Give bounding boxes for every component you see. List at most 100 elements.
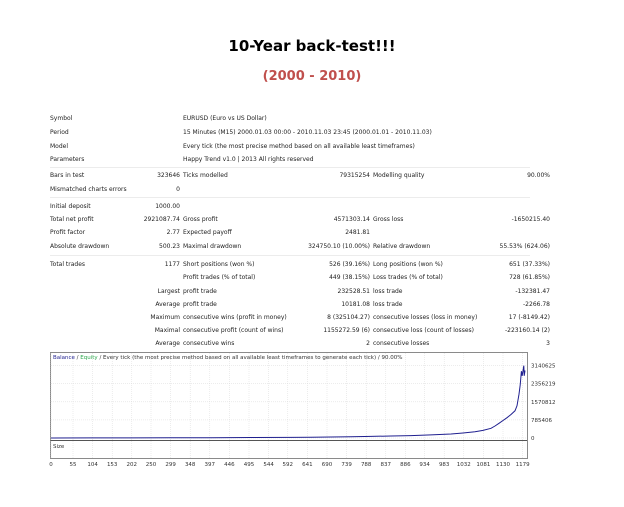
y-tick-label: 1570812	[531, 400, 556, 406]
mismatched-label: Mismatched charts errors	[50, 186, 127, 193]
x-tick-label: 886	[400, 462, 411, 468]
x-tick-label: 250	[145, 462, 157, 468]
x-tick-label: 788	[360, 462, 372, 468]
profit-factor-label: Profit factor	[50, 229, 86, 236]
x-tick-label: 983	[438, 462, 450, 468]
x-tick-label: 1179	[515, 462, 530, 468]
legend-text: / Every tick (the most precise method ba…	[98, 355, 403, 361]
bars-value: 323646	[157, 172, 180, 179]
abs-drawdown-value: 500.23	[159, 243, 180, 250]
maximal-loss-value: -223160.14 (2)	[504, 327, 550, 334]
maximum-profit-value: 8 (325104.27)	[327, 314, 370, 321]
balance-chart: Balance / Equity / Every tick (the most …	[50, 352, 556, 459]
x-tick-label: 641	[302, 462, 313, 468]
ticks-value: 79315254	[339, 172, 370, 179]
profit-trades-label: Profit trades (% of total)	[183, 274, 256, 281]
profit-factor-value: 2.77	[166, 229, 180, 236]
x-tick-label: 0	[49, 462, 53, 468]
balance-series-line	[50, 365, 526, 439]
deposit-label: Initial deposit	[50, 203, 91, 210]
mismatched-value: 0	[176, 186, 180, 193]
maximum-loss-label: consecutive losses (loss in money)	[373, 314, 478, 321]
gross-profit-value: 4571303.14	[333, 216, 370, 223]
maximal-prefix: Maximal	[154, 327, 180, 334]
max-drawdown-label: Maximal drawdown	[183, 243, 242, 250]
symbol-label: Symbol	[50, 115, 73, 122]
largest-prefix: Largest	[157, 288, 180, 295]
average-loss-label: loss trade	[373, 301, 403, 308]
y-tick-label: 785406	[531, 418, 552, 424]
loss-trades-label: Loss trades (% of total)	[373, 274, 443, 281]
largest-profit-value: 232528.51	[337, 288, 370, 295]
x-tick-label: 690	[321, 462, 333, 468]
x-tick-label: 446	[224, 462, 235, 468]
x-tick-label: 837	[380, 462, 392, 468]
divider	[50, 197, 530, 198]
legend-sep: /	[75, 355, 80, 361]
loss-trades-value: 728 (61.85%)	[509, 274, 550, 281]
average-prefix: Average	[155, 301, 180, 308]
maximum-loss-value: 17 (-8149.42)	[508, 314, 550, 321]
largest-profit-label: profit trade	[183, 288, 217, 295]
deposit-value: 1000.00	[155, 203, 180, 210]
short-positions-label: Short positions (won %)	[183, 261, 255, 268]
long-positions-value: 651 (37.33%)	[509, 261, 550, 268]
maximum-profit-label: consecutive wins (profit in money)	[183, 314, 287, 321]
x-tick-label: 1130	[496, 462, 510, 468]
average-cons-profit-value: 2	[366, 340, 370, 347]
average-cons-profit-label: consecutive wins	[183, 340, 235, 347]
page-subtitle: (2000 - 2010)	[262, 69, 362, 84]
gross-profit-label: Gross profit	[183, 216, 218, 223]
average-loss-value: -2266.78	[523, 301, 550, 308]
short-positions-value: 526 (39.16%)	[329, 261, 370, 268]
y-tick-label: 0	[531, 436, 535, 442]
abs-drawdown-label: Absolute drawdown	[50, 243, 110, 250]
y-tick-label: 2356219	[531, 382, 556, 388]
x-tick-label: 1032	[456, 462, 471, 468]
legend-balance: Balance	[53, 355, 76, 361]
average-cons-loss-value: 3	[546, 340, 550, 347]
average-profit-label: profit trade	[183, 301, 217, 308]
model-value: Every tick (the most precise method base…	[183, 143, 415, 150]
chart-grid	[50, 353, 527, 458]
quality-value: 90.00%	[527, 172, 550, 179]
x-tick-label: 1081	[476, 462, 491, 468]
largest-loss-label: loss trade	[373, 288, 403, 295]
long-positions-label: Long positions (won %)	[373, 261, 443, 268]
size-label: Size	[53, 444, 65, 450]
maximal-profit-value: 1155272.59 (6)	[323, 327, 370, 334]
page-title: 10-Year back-test!!!	[228, 37, 396, 55]
chart-legend: Balance / Equity / Every tick (the most …	[53, 355, 402, 361]
gross-loss-label: Gross loss	[373, 216, 404, 223]
divider	[50, 255, 530, 256]
period-label: Period	[50, 129, 69, 136]
y-axis-ticks: 3140625 2356219 1570812 785406 0	[531, 364, 556, 442]
net-profit-value: 2921087.74	[143, 216, 180, 223]
x-tick-label: 397	[204, 462, 216, 468]
ticks-label: Ticks modelled	[183, 172, 228, 179]
x-tick-label: 739	[341, 462, 352, 468]
average-profit-value: 10181.08	[341, 301, 370, 308]
average-cons-prefix: Average	[155, 340, 180, 347]
quality-label: Modelling quality	[373, 172, 425, 179]
x-tick-label: 104	[87, 462, 98, 468]
chart-frame	[50, 352, 528, 459]
largest-loss-value: -132381.47	[515, 288, 550, 295]
total-trades-value: 1177	[164, 261, 180, 268]
expected-payoff-label: Expected payoff	[183, 229, 232, 236]
rel-drawdown-label: Relative drawdown	[373, 243, 431, 250]
x-tick-label: 544	[263, 462, 274, 468]
period-value: 15 Minutes (M15) 2000.01.03 00:00 - 2010…	[183, 129, 432, 136]
gross-loss-value: -1650215.40	[511, 216, 550, 223]
maximum-prefix: Maximum	[150, 314, 180, 321]
y-tick-label: 3140625	[531, 364, 556, 370]
net-profit-label: Total net profit	[50, 216, 94, 223]
x-tick-label: 348	[184, 462, 196, 468]
average-cons-loss-label: consecutive losses	[373, 340, 430, 347]
symbol-value: EURUSD (Euro vs US Dollar)	[183, 115, 267, 122]
x-tick-label: 55	[69, 462, 77, 468]
x-tick-label: 934	[419, 462, 430, 468]
expected-payoff-value: 2481.81	[345, 229, 370, 236]
maximal-loss-label: consecutive loss (count of losses)	[373, 327, 474, 334]
model-label: Model	[50, 143, 69, 150]
